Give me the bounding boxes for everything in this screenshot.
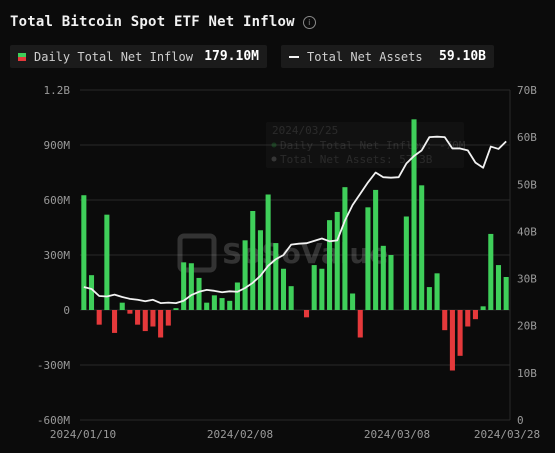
- inflow-bar: [311, 265, 317, 310]
- inflow-bar: [342, 187, 348, 310]
- assets-line: [83, 135, 507, 304]
- inflow-bar: [426, 287, 432, 310]
- y-left-tick-label: 600M: [44, 194, 71, 207]
- inflow-bar: [288, 286, 294, 310]
- y-left-tick-label: 1.2B: [44, 84, 71, 97]
- tooltip-inflow-dot: [271, 142, 277, 148]
- inflow-bar: [150, 310, 156, 327]
- inflow-bar: [442, 310, 448, 331]
- inflow-bar: [142, 310, 148, 332]
- inflow-bar: [472, 310, 478, 320]
- tooltip-date: 2024/03/25: [272, 124, 338, 137]
- y-left-tick-label: 0: [63, 304, 70, 317]
- inflow-bar: [227, 300, 233, 310]
- inflow-bar: [119, 302, 125, 310]
- inflow-bar: [411, 119, 417, 310]
- inflow-bar: [434, 273, 440, 310]
- chart-title: Total Bitcoin Spot ETF Net Inflow: [10, 14, 295, 30]
- inflow-bar: [319, 268, 325, 310]
- inflow-bar: [181, 262, 187, 310]
- y-right-tick-label: 70B: [517, 84, 537, 97]
- inflow-bar: [158, 310, 164, 338]
- y-left-tick-label: 300M: [44, 249, 71, 262]
- legend: Daily Total Net Inflow 179.10M Total Net…: [10, 45, 494, 68]
- inflow-bar: [380, 245, 386, 310]
- inflow-bar: [88, 275, 95, 310]
- inflow-bar: [280, 268, 287, 310]
- bar-series: [81, 119, 509, 371]
- inflow-bar: [273, 243, 279, 310]
- inflow-bar: [96, 310, 102, 325]
- inflow-bar: [365, 207, 371, 310]
- inflow-swatch-icon: [18, 52, 26, 61]
- inflow-bar: [173, 308, 179, 310]
- inflow-bar: [350, 293, 356, 310]
- info-icon[interactable]: i: [302, 15, 316, 29]
- inflow-bar: [334, 211, 340, 310]
- inflow-bar: [211, 295, 217, 310]
- line-series: [83, 135, 507, 304]
- y-left-tick-label: -300M: [37, 359, 70, 372]
- y-right-tick-label: 10B: [517, 367, 537, 380]
- x-tick-label: 2024/01/10: [50, 428, 116, 441]
- x-axis: 2024/01/10 2024/02/08 2024/03/08 2024/03/28: [50, 428, 540, 441]
- inflow-bar: [357, 310, 363, 338]
- y-right-tick-label: 20B: [517, 320, 537, 333]
- tooltip-line2: Total Net Assets: 57.3B: [280, 153, 433, 166]
- x-tick-label: 2024/03/08: [364, 428, 430, 441]
- legend-assets-value: 59.10B: [439, 49, 486, 64]
- legend-inflow-value: 179.10M: [204, 49, 259, 64]
- inflow-bar: [480, 306, 486, 310]
- inflow-bar: [196, 277, 202, 310]
- inflow-bar: [165, 310, 171, 326]
- tooltip-assets-dot: [271, 156, 277, 162]
- tooltip-line1: Daily Total Net Inflow: -70M: [280, 139, 466, 152]
- x-tick-label: 2024/03/28: [474, 428, 540, 441]
- legend-assets[interactable]: Total Net Assets 59.10B: [281, 45, 494, 68]
- inflow-bar: [403, 216, 409, 310]
- inflow-bar: [388, 255, 394, 310]
- inflow-bar: [327, 220, 333, 310]
- inflow-bar: [188, 263, 194, 310]
- y-right-tick-label: 60B: [517, 131, 537, 144]
- inflow-bar: [503, 277, 509, 310]
- watermark-logo-icon: [177, 233, 217, 273]
- y-right-tick-label: 0: [517, 414, 524, 427]
- inflow-bar: [135, 310, 141, 325]
- inflow-bar: [104, 214, 110, 310]
- inflow-bar: [488, 233, 494, 310]
- inflow-bar: [303, 310, 310, 318]
- assets-swatch-icon: [289, 55, 299, 58]
- inflow-bar: [419, 185, 425, 310]
- y-right-tick-label: 30B: [517, 273, 537, 286]
- left-axis: 1.2B 900M 600M 300M 0 -300M -600M: [37, 84, 70, 427]
- inflow-bar: [242, 240, 248, 310]
- inflow-bar: [449, 310, 455, 371]
- x-tick-label: 2024/02/08: [207, 428, 273, 441]
- inflow-bar: [465, 310, 471, 327]
- right-axis: 70B 60B 50B 40B 30B 20B 10B 0: [517, 84, 537, 427]
- inflow-bar: [204, 302, 210, 310]
- y-right-tick-label: 40B: [517, 225, 537, 238]
- y-right-tick-label: 50B: [517, 178, 537, 191]
- inflow-bar: [219, 298, 225, 310]
- legend-inflow-label: Daily Total Net Inflow: [34, 49, 193, 64]
- inflow-bar: [127, 310, 133, 314]
- legend-inflow[interactable]: Daily Total Net Inflow 179.10M: [10, 45, 267, 68]
- inflow-bar: [265, 194, 271, 310]
- inflow-bar: [495, 265, 502, 310]
- inflow-bar: [257, 230, 263, 310]
- tooltip: 2024/03/25 Daily Total Net Inflow: -70M …: [266, 122, 466, 168]
- inflow-bar: [250, 211, 256, 310]
- legend-assets-label: Total Net Assets: [307, 49, 423, 64]
- inflow-bar: [373, 189, 379, 310]
- inflow-bar: [81, 195, 87, 310]
- inflow-bar: [457, 310, 463, 356]
- chart-header: Total Bitcoin Spot ETF Net Inflow i: [10, 14, 316, 30]
- inflow-bar: [234, 282, 240, 310]
- y-left-tick-label: 900M: [44, 139, 71, 152]
- inflow-bar: [112, 310, 118, 333]
- y-left-tick-label: -600M: [37, 414, 70, 427]
